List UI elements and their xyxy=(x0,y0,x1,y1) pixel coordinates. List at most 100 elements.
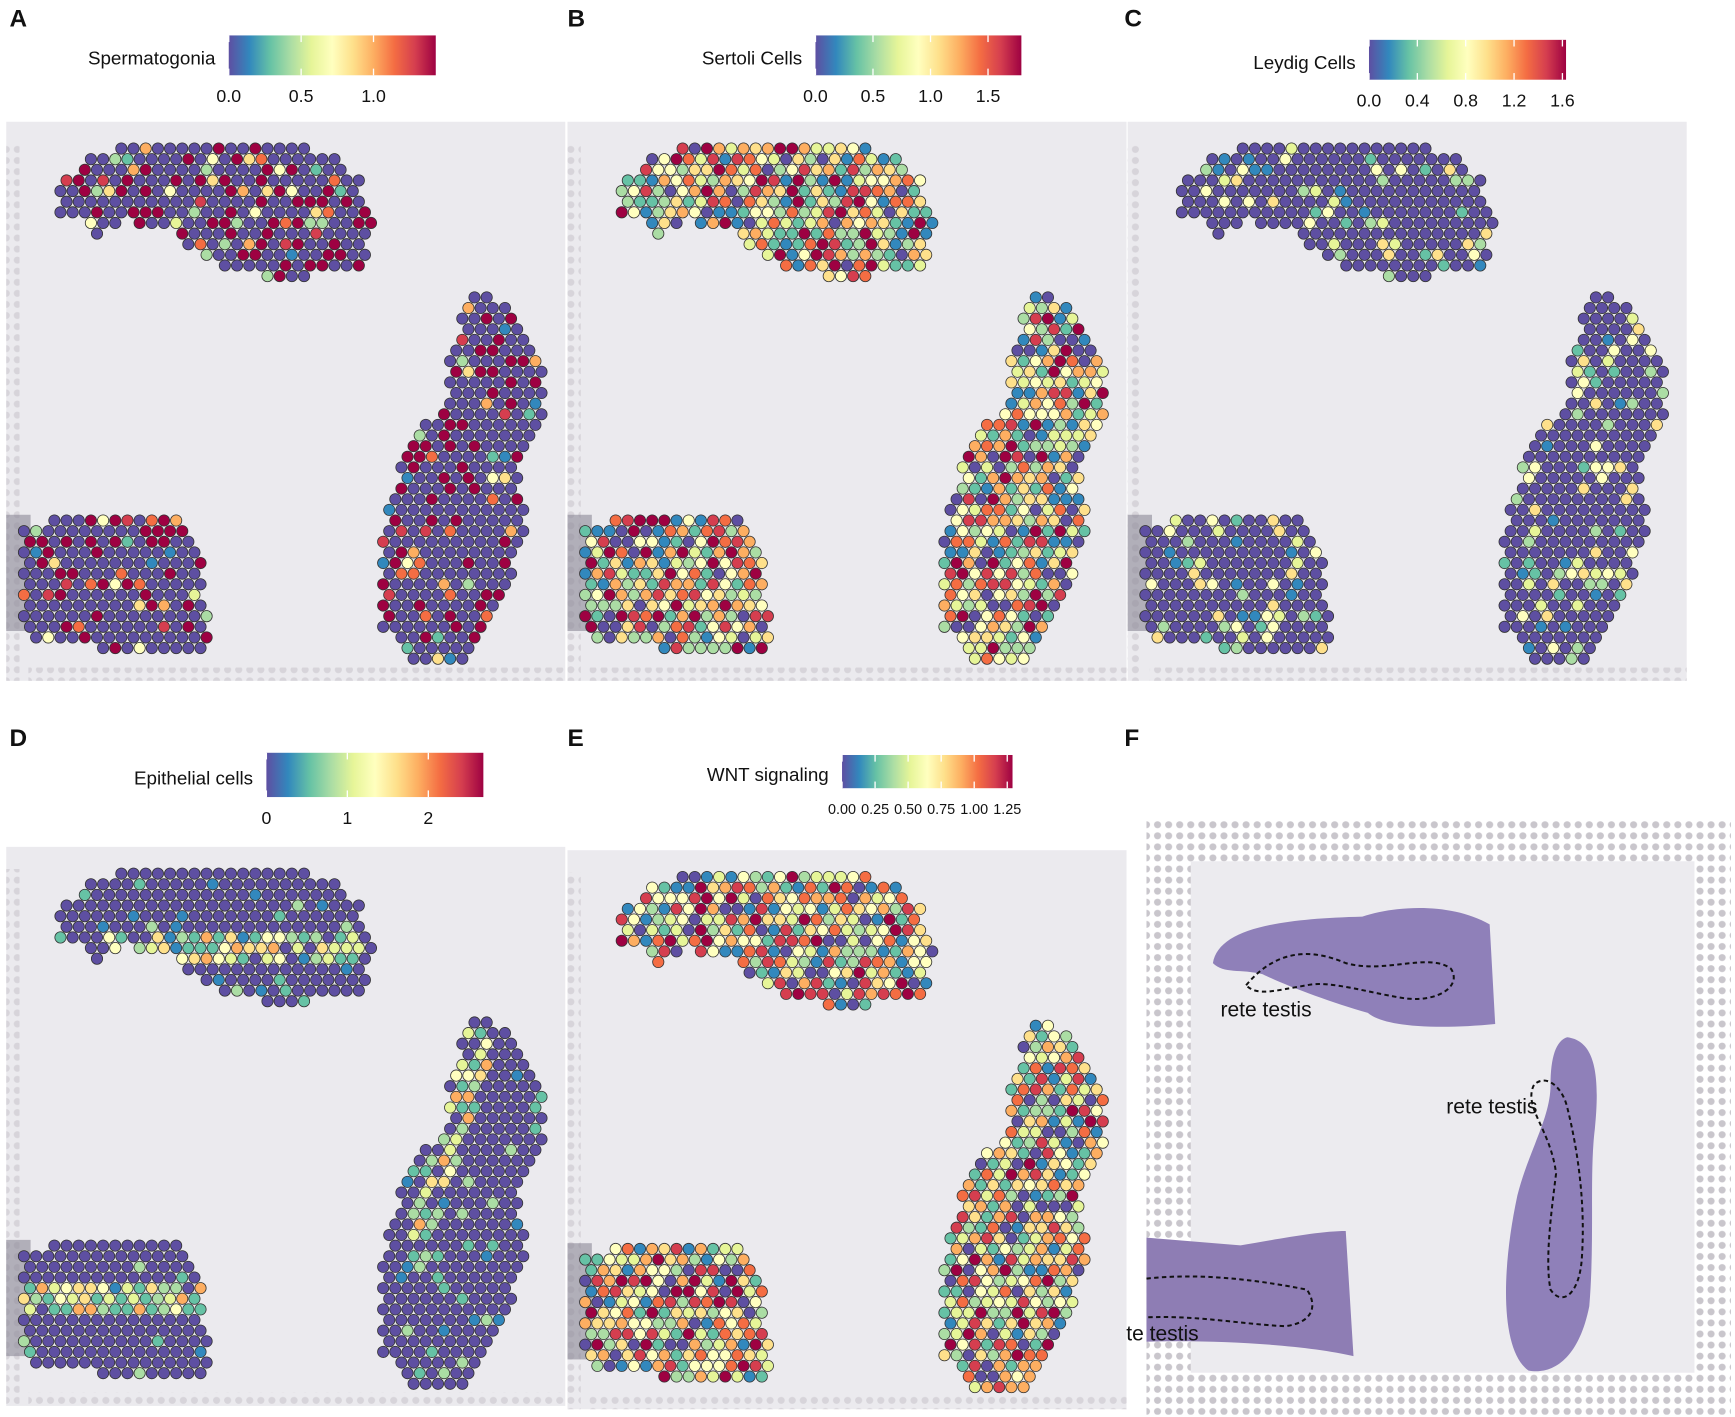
legend-title: Epithelial cells xyxy=(134,767,253,788)
spot xyxy=(267,195,280,208)
spot xyxy=(853,238,866,251)
spot xyxy=(828,966,841,979)
spot xyxy=(1066,440,1079,453)
spot xyxy=(676,1296,689,1309)
spot xyxy=(1023,1370,1036,1383)
spot xyxy=(1060,1179,1073,1192)
spot xyxy=(72,1345,85,1358)
spot xyxy=(30,567,43,580)
spot xyxy=(1602,567,1615,580)
spot xyxy=(139,631,152,644)
spot xyxy=(480,312,493,325)
spot xyxy=(1602,440,1615,453)
spot xyxy=(419,1356,432,1369)
spot xyxy=(383,525,396,538)
spot xyxy=(950,599,963,612)
spot xyxy=(670,1242,683,1255)
spot xyxy=(694,1285,707,1298)
spot xyxy=(1023,1051,1036,1064)
spot xyxy=(853,945,866,958)
spot xyxy=(658,881,671,894)
spot xyxy=(157,1239,171,1252)
spot xyxy=(322,185,335,198)
spot xyxy=(1553,652,1566,665)
spot xyxy=(1443,227,1456,240)
spot xyxy=(1315,153,1328,166)
annotation: rete testis xyxy=(1446,1096,1537,1119)
spot xyxy=(1078,1104,1091,1117)
spot xyxy=(1163,525,1176,538)
spot xyxy=(981,418,994,431)
spot xyxy=(529,355,542,368)
spot xyxy=(413,599,426,612)
spot xyxy=(1060,557,1073,570)
spot xyxy=(395,461,408,474)
spot xyxy=(170,920,183,933)
spot xyxy=(255,216,268,229)
spot xyxy=(707,195,720,208)
spot xyxy=(1060,1285,1073,1298)
spot xyxy=(664,546,677,559)
spot xyxy=(456,1228,469,1242)
spot xyxy=(1431,206,1444,219)
spot xyxy=(1589,397,1602,410)
spot xyxy=(389,620,402,633)
spot xyxy=(438,620,451,633)
spot xyxy=(358,931,371,944)
spot xyxy=(505,418,518,431)
spot xyxy=(737,1317,750,1330)
spot xyxy=(914,966,927,979)
spot xyxy=(1595,599,1609,612)
spot xyxy=(474,408,487,421)
spot xyxy=(688,892,701,905)
spot xyxy=(103,910,116,923)
spot xyxy=(621,1306,634,1319)
spot xyxy=(1218,642,1231,655)
spot xyxy=(157,514,171,527)
spot xyxy=(151,163,164,176)
spot xyxy=(713,892,726,905)
spot xyxy=(407,610,420,623)
spot xyxy=(1194,535,1207,548)
spot xyxy=(84,557,97,570)
spot xyxy=(755,153,768,166)
spot xyxy=(901,924,914,937)
spot xyxy=(792,153,805,166)
spot xyxy=(1352,195,1365,208)
spot xyxy=(1206,620,1219,633)
spot xyxy=(1066,525,1079,538)
spot xyxy=(755,924,768,937)
spot xyxy=(188,867,201,880)
spot xyxy=(456,1356,469,1369)
spot xyxy=(743,238,756,251)
spot xyxy=(847,206,860,219)
spot xyxy=(492,1143,505,1157)
spot xyxy=(1029,503,1042,516)
spot xyxy=(1011,1264,1024,1277)
spot xyxy=(151,1271,164,1284)
spot xyxy=(859,934,872,947)
spot xyxy=(1048,1030,1061,1043)
spot xyxy=(1620,493,1633,506)
spot xyxy=(72,535,85,548)
spot xyxy=(413,471,426,485)
spot xyxy=(486,450,499,463)
spot xyxy=(468,1122,481,1135)
spot xyxy=(1620,323,1633,336)
spot xyxy=(389,599,402,612)
spot xyxy=(115,1335,128,1348)
spot xyxy=(1212,610,1225,623)
spot xyxy=(1163,588,1176,601)
spot xyxy=(1407,227,1420,240)
spot xyxy=(700,142,714,155)
spot xyxy=(591,1296,604,1309)
spot xyxy=(444,418,457,431)
spot xyxy=(486,1133,499,1146)
spot xyxy=(419,525,432,538)
spot xyxy=(1455,206,1469,219)
spot xyxy=(920,227,933,240)
spot xyxy=(1522,642,1535,655)
spot xyxy=(1194,620,1207,633)
spot xyxy=(267,216,280,229)
spot xyxy=(725,525,738,538)
